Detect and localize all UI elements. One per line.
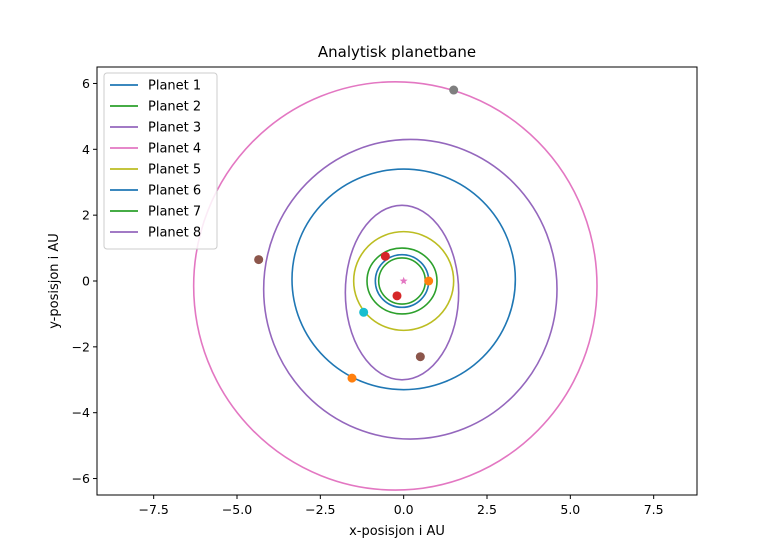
y-tick-label: −2 [72, 339, 90, 354]
x-tick-label: −7.5 [138, 502, 168, 517]
y-tick-label: −4 [72, 405, 90, 420]
planet-marker-3 [415, 352, 425, 362]
planet-marker-2 [392, 291, 402, 301]
legend-label: Planet 6 [148, 184, 201, 199]
x-tick-label: 7.5 [644, 502, 664, 517]
plot-area [192, 81, 598, 491]
planet-marker-8 [254, 255, 264, 265]
x-tick-label: 0.0 [394, 502, 414, 517]
planet-marker-6 [347, 373, 357, 383]
x-tick-label: 5.0 [560, 502, 580, 517]
y-tick-label: 4 [82, 142, 90, 157]
orbit-6 [291, 168, 517, 391]
y-tick-label: 2 [82, 208, 90, 223]
planet-marker-7 [380, 251, 390, 261]
x-axis-label: x-posisjon i AU [349, 524, 445, 539]
orbit-3 [344, 204, 460, 381]
legend-label: Planet 8 [148, 226, 201, 241]
star-marker [399, 276, 408, 285]
x-tick-label: −2.5 [305, 502, 335, 517]
planet-marker-4 [449, 85, 459, 95]
y-axis-label: y-posisjon i AU [47, 233, 62, 329]
y-tick-label: 6 [82, 76, 90, 91]
legend-label: Planet 7 [148, 205, 201, 220]
legend: Planet 1 Planet 2 Planet 3 Planet 4 Planet 5… [103, 72, 218, 250]
orbit-5 [352, 230, 455, 332]
legend-label: Planet 3 [148, 121, 201, 136]
planet-marker-1 [424, 276, 434, 286]
orbit-4 [192, 81, 598, 491]
legend-label: Planet 5 [148, 163, 201, 178]
orbit-8 [262, 138, 558, 440]
x-tick-label: 2.5 [477, 502, 497, 517]
legend-label: Planet 2 [148, 100, 201, 115]
planet-marker-5 [359, 307, 369, 317]
x-tick-label: −5.0 [222, 502, 252, 517]
y-tick-label: 0 [82, 274, 90, 289]
legend-label: Planet 1 [148, 79, 201, 94]
y-tick-label: −6 [72, 471, 90, 486]
orbit-2 [366, 247, 438, 315]
legend-box [103, 72, 218, 250]
legend-label: Planet 4 [148, 142, 201, 157]
chart-title: Analytisk planetbane [318, 43, 476, 61]
axis-ticks: −7.5 −5.0 −2.5 0.0 2.5 5.0 7.5 −6 −4 −2 0 2 4 6 [72, 76, 664, 517]
